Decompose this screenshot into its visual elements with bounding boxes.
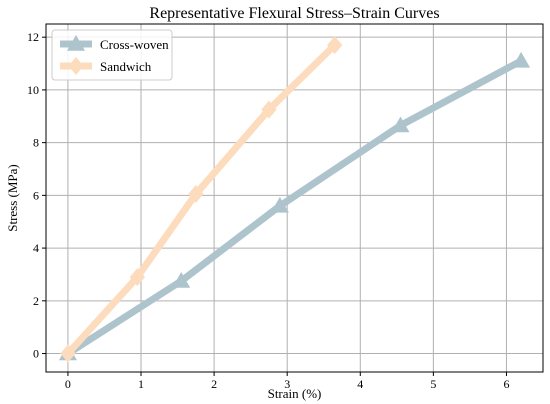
data-point bbox=[391, 116, 410, 133]
x-tick-label: 4 bbox=[357, 377, 363, 391]
x-axis-label: Strain (%) bbox=[268, 386, 322, 401]
y-tick-label: 8 bbox=[33, 136, 39, 150]
plot-area-frame bbox=[45, 23, 544, 373]
legend-label: Sandwich bbox=[100, 59, 152, 74]
y-tick-label: 12 bbox=[27, 30, 39, 44]
series-sandwich bbox=[60, 36, 343, 363]
series-line bbox=[66, 57, 523, 357]
data-point bbox=[188, 185, 204, 204]
legend-marker bbox=[68, 57, 84, 75]
x-tick-label: 6 bbox=[503, 377, 509, 391]
y-tick-label: 10 bbox=[27, 83, 39, 97]
data-point bbox=[60, 344, 76, 363]
data-point bbox=[327, 36, 343, 55]
y-tick-label: 2 bbox=[33, 294, 39, 308]
y-tick-label: 4 bbox=[33, 241, 39, 255]
series-cross-woven bbox=[58, 51, 531, 361]
data-point bbox=[512, 51, 531, 68]
x-tick-label: 1 bbox=[138, 377, 144, 391]
legend-marker bbox=[67, 35, 85, 51]
legend: Cross-woven Sandwich bbox=[51, 29, 173, 81]
data-point bbox=[270, 196, 289, 213]
y-tick-label: 6 bbox=[33, 188, 39, 202]
x-tick-label: 0 bbox=[65, 377, 71, 391]
y-axis-label: Stress (MPa) bbox=[5, 164, 20, 232]
x-tick-label: 2 bbox=[211, 377, 217, 391]
x-tick-label: 3 bbox=[284, 377, 290, 391]
y-tick-label: 0 bbox=[33, 347, 39, 361]
chart-title: Representative Flexural Stress–Strain Cu… bbox=[149, 5, 439, 22]
data-point bbox=[172, 272, 191, 288]
data-point bbox=[261, 100, 277, 119]
data-point bbox=[129, 268, 146, 287]
series-layer bbox=[58, 36, 531, 363]
x-tick-label: 5 bbox=[430, 377, 436, 391]
legend-label: Cross-woven bbox=[100, 37, 169, 52]
